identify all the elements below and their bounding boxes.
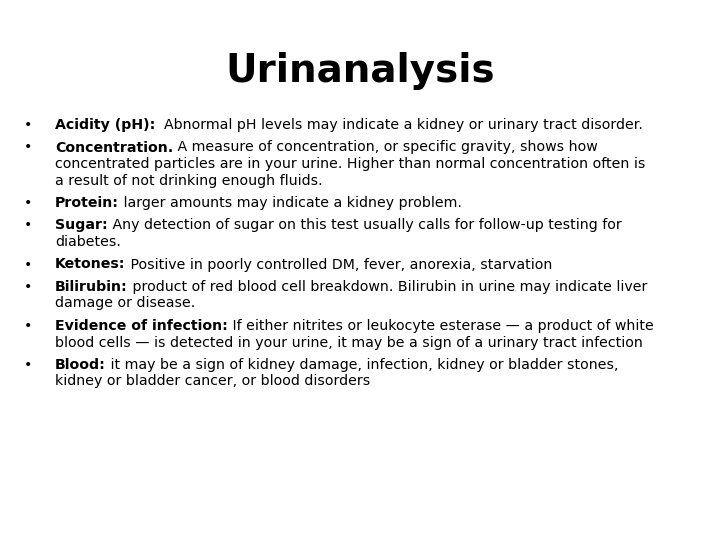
Text: Positive in poorly controlled DM, fever, anorexia, starvation: Positive in poorly controlled DM, fever,… [125, 258, 552, 272]
Text: •: • [24, 280, 32, 294]
Text: Urinanalysis: Urinanalysis [225, 52, 495, 90]
Text: larger amounts may indicate a kidney problem.: larger amounts may indicate a kidney pro… [119, 196, 462, 210]
Text: Protein:: Protein: [55, 196, 119, 210]
Text: •: • [24, 118, 32, 132]
Text: If either nitrites or leukocyte esterase — a product of white: If either nitrites or leukocyte esterase… [228, 319, 654, 333]
Text: it may be a sign of kidney damage, infection, kidney or bladder stones,: it may be a sign of kidney damage, infec… [106, 358, 618, 372]
Text: product of red blood cell breakdown. Bilirubin in urine may indicate liver: product of red blood cell breakdown. Bil… [127, 280, 647, 294]
Text: Acidity (pH):: Acidity (pH): [55, 118, 156, 132]
Text: •: • [24, 358, 32, 372]
Text: Any detection of sugar on this test usually calls for follow-up testing for: Any detection of sugar on this test usua… [108, 219, 621, 233]
Text: Bilirubin:: Bilirubin: [55, 280, 127, 294]
Text: kidney or bladder cancer, or blood disorders: kidney or bladder cancer, or blood disor… [55, 375, 370, 388]
Text: •: • [24, 258, 32, 272]
Text: •: • [24, 319, 32, 333]
Text: Evidence of infection:: Evidence of infection: [55, 319, 228, 333]
Text: blood cells — is detected in your urine, it may be a sign of a urinary tract inf: blood cells — is detected in your urine,… [55, 335, 643, 349]
Text: diabetes.: diabetes. [55, 235, 121, 249]
Text: damage or disease.: damage or disease. [55, 296, 195, 310]
Text: Ketones:: Ketones: [55, 258, 125, 272]
Text: •: • [24, 196, 32, 210]
Text: •: • [24, 219, 32, 233]
Text: a result of not drinking enough fluids.: a result of not drinking enough fluids. [55, 173, 323, 187]
Text: concentrated particles are in your urine. Higher than normal concentration often: concentrated particles are in your urine… [55, 157, 645, 171]
Text: Sugar:: Sugar: [55, 219, 108, 233]
Text: Concentration.: Concentration. [55, 140, 174, 154]
Text: •: • [24, 140, 32, 154]
Text: Blood:: Blood: [55, 358, 106, 372]
Text: A measure of concentration, or specific gravity, shows how: A measure of concentration, or specific … [174, 140, 598, 154]
Text: Abnormal pH levels may indicate a kidney or urinary tract disorder.: Abnormal pH levels may indicate a kidney… [156, 118, 643, 132]
